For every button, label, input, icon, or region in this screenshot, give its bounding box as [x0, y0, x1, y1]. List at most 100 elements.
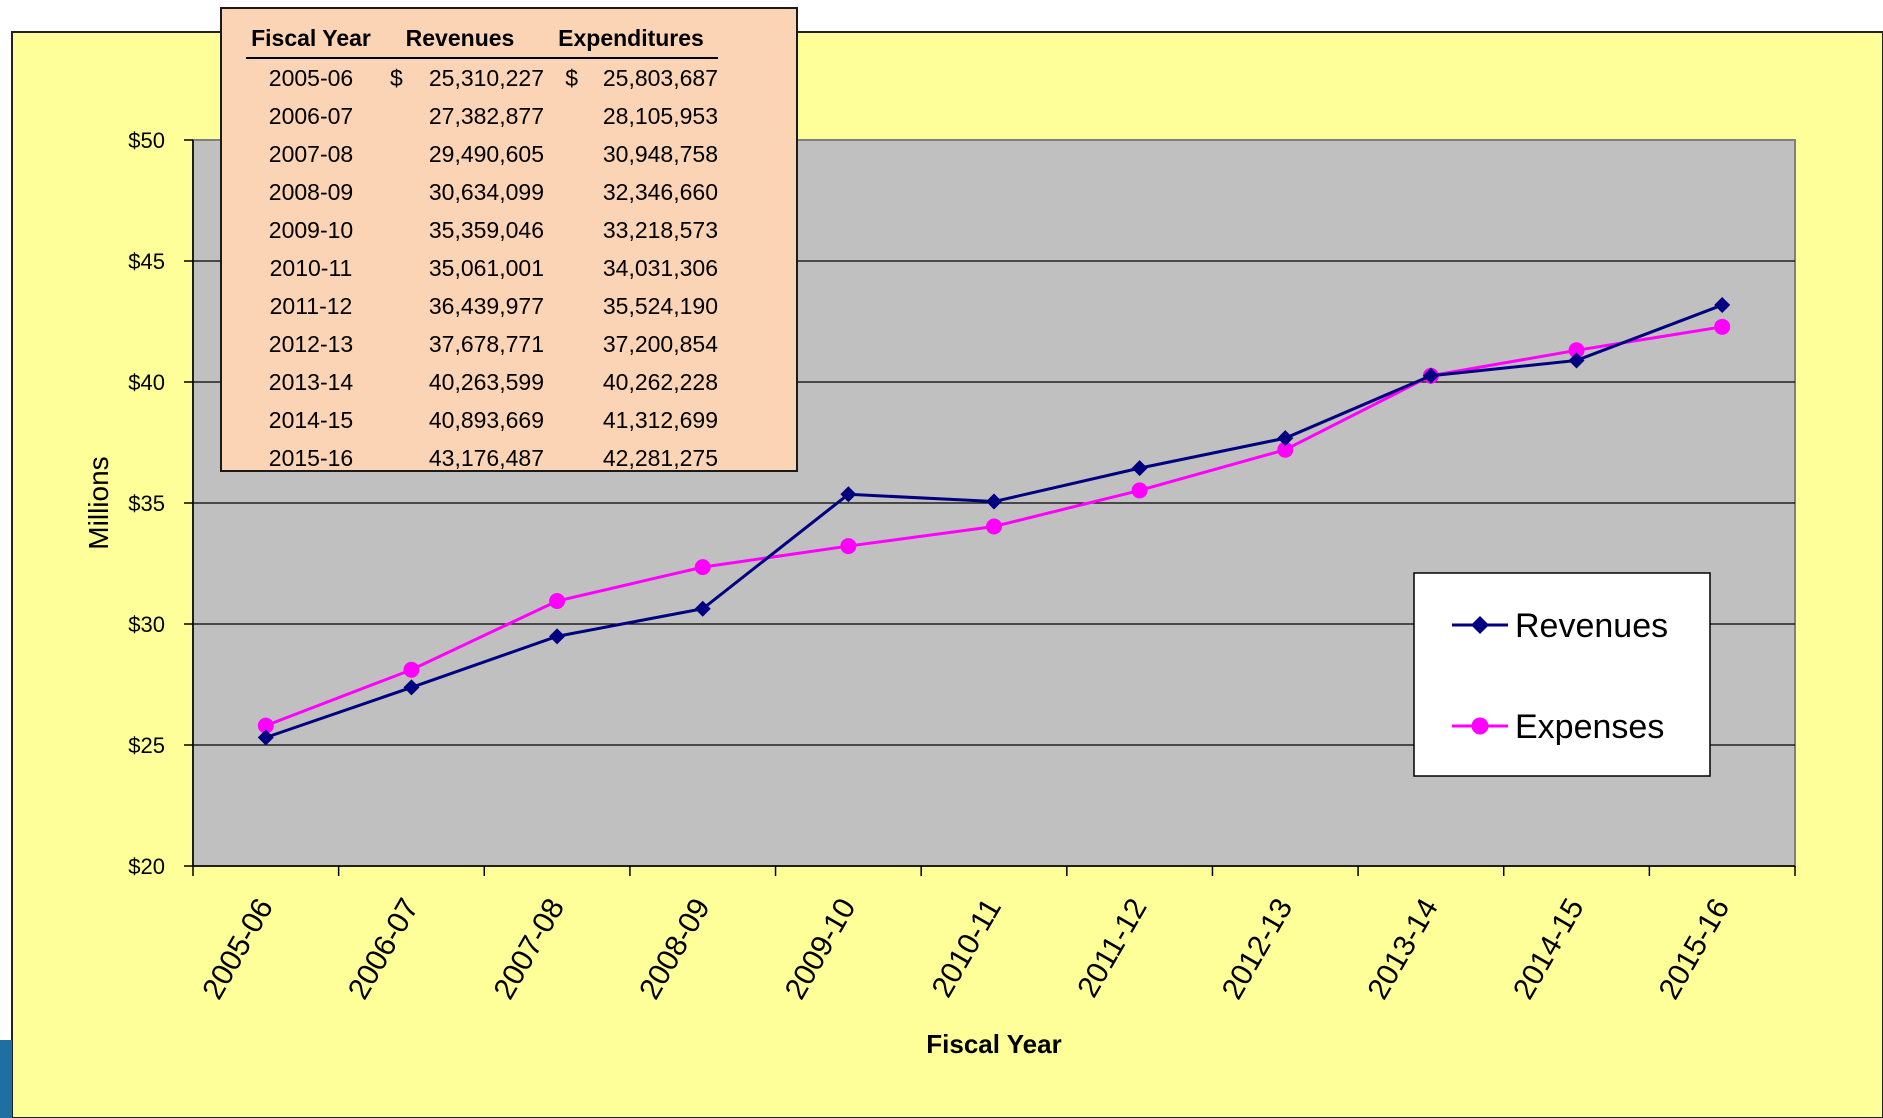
year-cell: 2006-07 [268, 102, 354, 129]
revenue-currency-cell [376, 135, 424, 173]
year-cell: 2015-16 [268, 444, 354, 471]
expenditure-currency-cell [544, 439, 578, 477]
expenses-data-point [403, 661, 420, 678]
legend: Revenues Expenses [1413, 572, 1711, 777]
legend-revenues-label: Revenues [1515, 607, 1668, 645]
series-layer [257, 297, 1731, 746]
y-tick-label: $20 [128, 854, 165, 879]
year-cell: 2013-14 [268, 368, 354, 395]
revenue-cell: 35,061,001 [428, 254, 544, 281]
legend-expenses-label: Expenses [1515, 708, 1664, 746]
expenditure-cell: 37,200,854 [602, 330, 718, 357]
expenditure-currency-cell [544, 173, 578, 211]
expenditure-cell: 33,218,573 [602, 216, 718, 243]
expenses-data-point [694, 559, 711, 576]
table-row: 2014-15 40,893,669 41,312,699 [246, 401, 718, 439]
y-tick-label: $45 [128, 249, 165, 274]
y-tick-label: $40 [128, 370, 165, 395]
expenditure-currency-cell: $ [565, 64, 578, 91]
revenue-cell: 36,439,977 [428, 292, 544, 319]
revenue-cell: 40,893,669 [428, 406, 544, 433]
revenue-cell: 37,678,771 [428, 330, 544, 357]
header-revenues: Revenues [376, 23, 544, 59]
table-row: 2009-10 35,359,046 33,218,573 [246, 211, 718, 249]
y-axis-title: Millions [83, 456, 114, 549]
expenditure-currency-cell [544, 401, 578, 439]
revenue-cell: 27,382,877 [428, 102, 544, 129]
revenues-data-point [986, 493, 1002, 510]
revenue-currency-cell [376, 97, 424, 135]
expenditure-currency-cell [544, 287, 578, 325]
year-cell: 2014-15 [268, 406, 354, 433]
expenditure-currency-cell [544, 97, 578, 135]
revenue-cell: 40,263,599 [428, 368, 544, 395]
expenditure-currency-cell [544, 325, 578, 363]
expenses-data-point [257, 717, 274, 734]
expenses-data-point [840, 538, 857, 555]
revenue-currency-cell [376, 211, 424, 249]
revenue-currency-cell [376, 439, 424, 477]
expenditure-cell: 25,803,687 [602, 64, 718, 91]
legend-box [1413, 572, 1711, 777]
year-cell: 2007-08 [268, 140, 354, 167]
expenses-data-point [1714, 318, 1731, 335]
table-row: 2005-06 $25,310,227 $25,803,687 [246, 58, 718, 97]
year-cell: 2009-10 [268, 216, 354, 243]
x-axis-title: Fiscal Year [926, 1029, 1061, 1059]
revenue-currency-cell [376, 325, 424, 363]
revenue-currency-cell: $ [390, 64, 403, 91]
y-tick-label: $30 [128, 612, 165, 637]
y-tick-label: $35 [128, 491, 165, 516]
expenditure-cell: 35,524,190 [602, 292, 718, 319]
revenue-cell: 30,634,099 [428, 178, 544, 205]
expenditure-cell: 30,948,758 [602, 140, 718, 167]
table-row: 2013-14 40,263,599 40,262,228 [246, 363, 718, 401]
expenses-data-point [1131, 482, 1148, 499]
year-cell: 2008-09 [268, 178, 354, 205]
legend-expenses-marker [1471, 717, 1489, 735]
expenditure-cell: 32,346,660 [602, 178, 718, 205]
table-body: 2005-06 $25,310,227 $25,803,687 2006-07 27,3… [246, 58, 718, 477]
table-row: 2011-12 36,439,977 35,524,190 [246, 287, 718, 325]
revenue-currency-cell [376, 363, 424, 401]
revenues-data-point [1277, 430, 1294, 447]
fiscal-data-table: Fiscal Year Revenues Expenditures 2005-0… [246, 23, 718, 477]
expenses-data-point [549, 593, 566, 610]
revenues-data-point [840, 486, 857, 503]
year-cell: 2012-13 [268, 330, 354, 357]
revenue-currency-cell [376, 401, 424, 439]
y-axis: $20 $25 $30 $35 $40 $45 $50 [128, 128, 194, 879]
expenses-data-point [986, 518, 1002, 535]
revenue-cell: 43,176,487 [428, 444, 544, 471]
table-row: 2015-16 43,176,487 42,281,275 [246, 439, 718, 477]
expenditure-cell: 41,312,699 [602, 406, 718, 433]
year-cell: 2011-12 [269, 292, 353, 319]
table-row: 2012-13 37,678,771 37,200,854 [246, 325, 718, 363]
expenses-data-point [1568, 342, 1585, 359]
header-expenditures: Expenditures [544, 23, 718, 59]
header-fiscal-year: Fiscal Year [246, 23, 376, 59]
year-cell: 2010-11 [269, 254, 353, 281]
expenditure-cell: 40,262,228 [602, 368, 718, 395]
revenue-cell: 29,490,605 [428, 140, 544, 167]
revenues-data-point [549, 628, 566, 645]
table-header-row: Fiscal Year Revenues Expenditures [246, 23, 718, 59]
revenues-data-point [403, 679, 420, 696]
expenditure-currency-cell [544, 135, 578, 173]
table-row: 2010-11 35,061,001 34,031,306 [246, 249, 718, 287]
y-tick-label: $25 [128, 733, 165, 758]
revenue-currency-cell [376, 287, 424, 325]
year-cell: 2005-06 [268, 64, 354, 91]
revenues-data-point [1422, 367, 1439, 384]
revenue-currency-cell [376, 249, 424, 287]
revenue-cell: 25,310,227 [428, 64, 544, 91]
revenue-currency-cell [376, 173, 424, 211]
expenditure-cell: 42,281,275 [602, 444, 718, 471]
expenditure-cell: 34,031,306 [602, 254, 718, 281]
expenses-data-point [1277, 441, 1294, 458]
table-row: 2007-08 29,490,605 30,948,758 [246, 135, 718, 173]
expenditure-cell: 28,105,953 [602, 102, 718, 129]
table-row: 2006-07 27,382,877 28,105,953 [246, 97, 718, 135]
table-row: 2008-09 30,634,099 32,346,660 [246, 173, 718, 211]
